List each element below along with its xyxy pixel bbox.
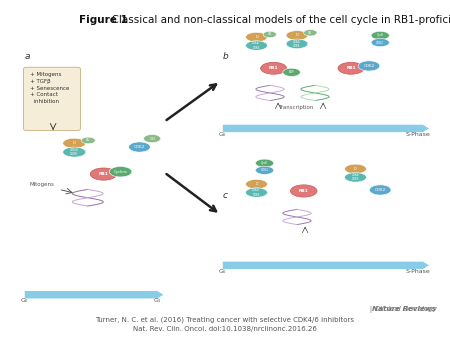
- FancyBboxPatch shape: [23, 67, 81, 130]
- Ellipse shape: [263, 31, 276, 38]
- Text: b: b: [223, 52, 229, 62]
- Ellipse shape: [90, 168, 117, 180]
- Text: a: a: [25, 52, 30, 62]
- Ellipse shape: [63, 138, 86, 148]
- Ellipse shape: [290, 185, 317, 197]
- Text: S-Phase: S-Phase: [406, 269, 431, 274]
- Text: Figure 1: Figure 1: [79, 15, 127, 25]
- Text: CDK4/
CDK6: CDK4/ CDK6: [252, 188, 261, 197]
- Ellipse shape: [256, 166, 274, 174]
- Text: CDK2: CDK2: [376, 41, 384, 45]
- Text: G₀: G₀: [219, 132, 226, 137]
- Text: D: D: [255, 35, 258, 39]
- Ellipse shape: [345, 173, 366, 182]
- Ellipse shape: [129, 142, 150, 152]
- Ellipse shape: [286, 31, 308, 40]
- Text: D: D: [296, 33, 298, 38]
- Ellipse shape: [144, 135, 161, 143]
- Text: G₁: G₁: [154, 298, 161, 303]
- Text: CKI: CKI: [149, 137, 155, 141]
- Text: CDK2: CDK2: [261, 168, 269, 172]
- Text: Transcription: Transcription: [279, 105, 314, 111]
- Ellipse shape: [246, 188, 267, 197]
- Text: CKI: CKI: [308, 31, 312, 35]
- Text: D: D: [354, 167, 357, 171]
- FancyArrow shape: [223, 125, 429, 132]
- Text: | Clinical Oncology: | Clinical Oncology: [345, 306, 437, 313]
- Text: CDK2: CDK2: [134, 145, 145, 149]
- Text: CDK4/
CDK6: CDK4/ CDK6: [70, 148, 79, 156]
- Text: + Mitogens
+ TGFβ
+ Senescence
+ Contact
  inhibition: + Mitogens + TGFβ + Senescence + Contact…: [30, 72, 69, 104]
- Text: D: D: [73, 141, 76, 145]
- Ellipse shape: [358, 61, 380, 71]
- FancyArrow shape: [25, 291, 163, 298]
- Ellipse shape: [304, 30, 317, 36]
- Text: G₀: G₀: [219, 269, 226, 274]
- Text: CKI: CKI: [268, 32, 272, 37]
- Text: RB1: RB1: [269, 66, 279, 70]
- Text: Classical and non-classical models of the cell cycle in RB1-proficient cells: Classical and non-classical models of th…: [79, 15, 450, 25]
- Text: CycE: CycE: [261, 161, 268, 165]
- Ellipse shape: [246, 32, 267, 42]
- Ellipse shape: [81, 137, 95, 144]
- Ellipse shape: [338, 62, 364, 74]
- Ellipse shape: [286, 39, 308, 49]
- Text: Mitogens: Mitogens: [29, 183, 54, 187]
- Ellipse shape: [261, 62, 287, 74]
- Text: Cyclins: Cyclins: [114, 170, 127, 174]
- Text: E2F: E2F: [288, 70, 295, 74]
- Text: S-Phase: S-Phase: [406, 132, 431, 137]
- Ellipse shape: [256, 159, 274, 167]
- Text: CycE: CycE: [377, 33, 384, 38]
- Text: CDK4/
CDK6: CDK4/ CDK6: [252, 41, 261, 50]
- Text: RB1: RB1: [299, 189, 309, 193]
- Text: CDK4/
CDK6: CDK4/ CDK6: [293, 40, 301, 48]
- Text: CKI: CKI: [86, 139, 90, 142]
- Text: CDK2: CDK2: [374, 188, 386, 192]
- Text: Nature Reviews: Nature Reviews: [373, 306, 436, 312]
- Text: RB1: RB1: [346, 66, 356, 70]
- Text: CDK2: CDK2: [364, 64, 374, 68]
- Text: CDK4/
CDK6: CDK4/ CDK6: [351, 173, 360, 182]
- Ellipse shape: [246, 41, 267, 50]
- Text: Figure 1 Classical and non-classical models of the cell cycle in RB1-proficient : Figure 1 Classical and non-classical mod…: [79, 15, 450, 25]
- Text: D: D: [255, 182, 258, 186]
- FancyArrow shape: [223, 262, 429, 269]
- Ellipse shape: [371, 31, 389, 40]
- Text: Turner, N. C. et al. (2016) Treating cancer with selective CDK4/6 inhibitors
Nat: Turner, N. C. et al. (2016) Treating can…: [95, 316, 355, 332]
- Ellipse shape: [371, 39, 389, 47]
- Ellipse shape: [369, 185, 391, 195]
- Ellipse shape: [283, 68, 301, 76]
- Ellipse shape: [63, 147, 86, 157]
- Text: c: c: [223, 191, 228, 200]
- Text: G₀: G₀: [21, 298, 28, 303]
- Text: RB1: RB1: [99, 172, 108, 176]
- Ellipse shape: [109, 167, 132, 177]
- Ellipse shape: [345, 164, 366, 174]
- Ellipse shape: [246, 179, 267, 189]
